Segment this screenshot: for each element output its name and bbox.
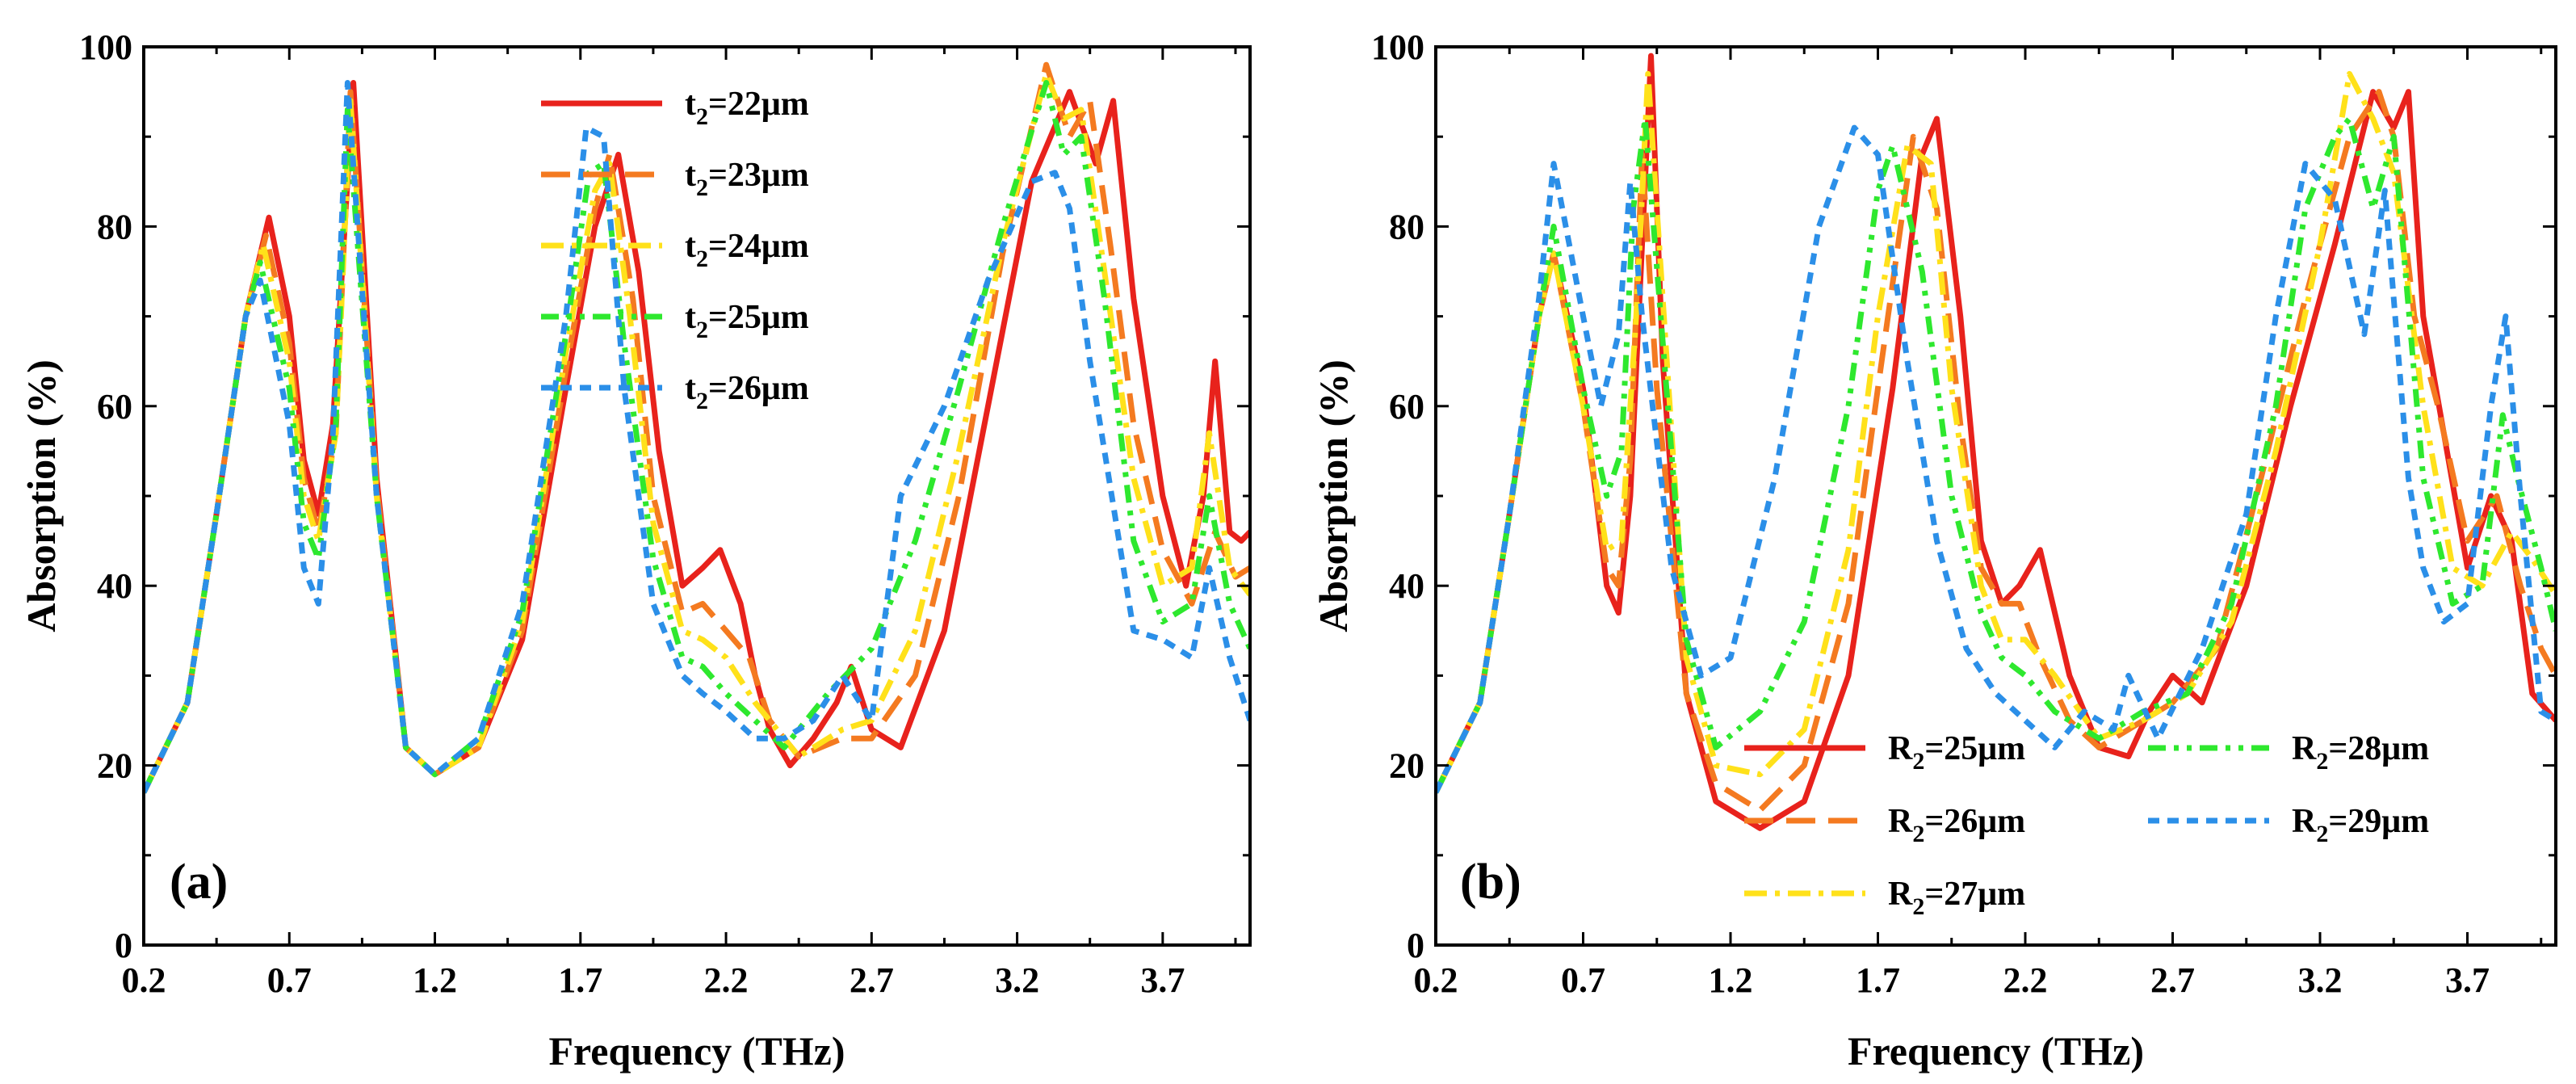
y-tick-label: 80 — [97, 207, 132, 246]
y-tick-label: 100 — [1371, 27, 1424, 67]
legend: t2=22μm t2=23μm t2=24μm t2=25μm t2=26μm — [541, 86, 809, 414]
legend-label: R2=29μm — [2292, 803, 2429, 847]
y-tick-label: 80 — [1389, 207, 1424, 246]
y-axis-title: Absorption (%) — [1311, 359, 1356, 632]
x-tick-label: 2.2 — [2003, 960, 2048, 1000]
legend-item: t2=25μm — [541, 299, 809, 343]
series-line-1 — [1436, 89, 2556, 813]
x-tick-label: 1.7 — [1856, 960, 1900, 1000]
x-tick-label: 2.7 — [850, 960, 894, 1000]
legend-label: R2=26μm — [1888, 803, 2025, 847]
legend: R2=25μm R2=26μm R2=27μm R2=28μm R2=29μm — [1744, 730, 2429, 920]
legend-label: t2=23μm — [685, 157, 809, 201]
series-line-0 — [144, 80, 1250, 794]
y-tick-label: 0 — [115, 926, 132, 965]
y-tick-label: 0 — [1407, 926, 1424, 965]
panel-a: 0.2 0.7 1.2 1.7 2.2 2.7 3.2 3.7 0 20 40 60 80 100 Freq… — [19, 27, 1252, 1073]
x-tick-label: 1.2 — [1709, 960, 1753, 1000]
x-tick-label: 3.2 — [995, 960, 1039, 1000]
legend-label: t2=26μm — [685, 370, 809, 414]
x-tick-label: 2.2 — [704, 960, 749, 1000]
x-tick-label: 0.7 — [1561, 960, 1605, 1000]
legend-item: R2=25μm — [1744, 730, 2025, 775]
legend-item: R2=28μm — [2148, 730, 2429, 775]
legend-label: R2=25μm — [1888, 730, 2025, 775]
legend-label: t2=22μm — [685, 86, 809, 130]
x-tick-label: 2.7 — [2150, 960, 2195, 1000]
series-line-3 — [144, 80, 1250, 794]
x-axis-title: Frequency (THz) — [548, 1028, 845, 1073]
series-line-4 — [1436, 124, 2556, 794]
series-line-2 — [1436, 70, 2556, 794]
series-group — [1436, 53, 2556, 831]
panel-label: (b) — [1460, 855, 1521, 910]
series-line-1 — [144, 61, 1250, 794]
series-group — [144, 61, 1250, 794]
legend-item: t2=24μm — [541, 228, 809, 272]
x-tick-label: 0.7 — [267, 960, 312, 1000]
legend-label: R2=27μm — [1888, 876, 2025, 920]
legend-item: t2=22μm — [541, 86, 809, 130]
x-tick-label: 0.2 — [122, 960, 166, 1000]
series-line-2 — [144, 70, 1250, 794]
y-tick-label: 60 — [97, 387, 132, 426]
y-tick-label: 40 — [97, 566, 132, 606]
y-tick-label: 100 — [79, 27, 132, 67]
y-tick-label: 20 — [1389, 746, 1424, 786]
series-line-3 — [1436, 116, 2556, 794]
x-tick-label: 1.7 — [558, 960, 602, 1000]
panel-label: (a) — [170, 855, 228, 910]
series-line-0 — [1436, 53, 2556, 831]
y-tick-label: 60 — [1389, 387, 1424, 426]
x-tick-label: 3.7 — [2445, 960, 2490, 1000]
y-axis-title: Absorption (%) — [19, 359, 64, 632]
x-tick-label: 1.2 — [413, 960, 457, 1000]
x-tick-label: 3.7 — [1140, 960, 1185, 1000]
y-tick-label: 20 — [97, 746, 132, 786]
x-tick-label: 0.2 — [1414, 960, 1458, 1000]
legend-label: t2=25μm — [685, 299, 809, 343]
panel-b: 0.2 0.7 1.2 1.7 2.2 2.7 3.2 3.7 0 20 40 60 80 100 Freq… — [1311, 27, 2557, 1073]
legend-item: R2=27μm — [1744, 876, 2025, 920]
legend-item: t2=26μm — [541, 370, 809, 414]
y-tick-label: 40 — [1389, 566, 1424, 606]
legend-label: R2=28μm — [2292, 730, 2429, 775]
legend-item: R2=26μm — [1744, 803, 2025, 847]
x-tick-label: 3.2 — [2298, 960, 2343, 1000]
x-axis-title: Frequency (THz) — [1848, 1028, 2144, 1073]
legend-label: t2=24μm — [685, 228, 809, 272]
legend-item: R2=29μm — [2148, 803, 2429, 847]
legend-item: t2=23μm — [541, 157, 809, 201]
